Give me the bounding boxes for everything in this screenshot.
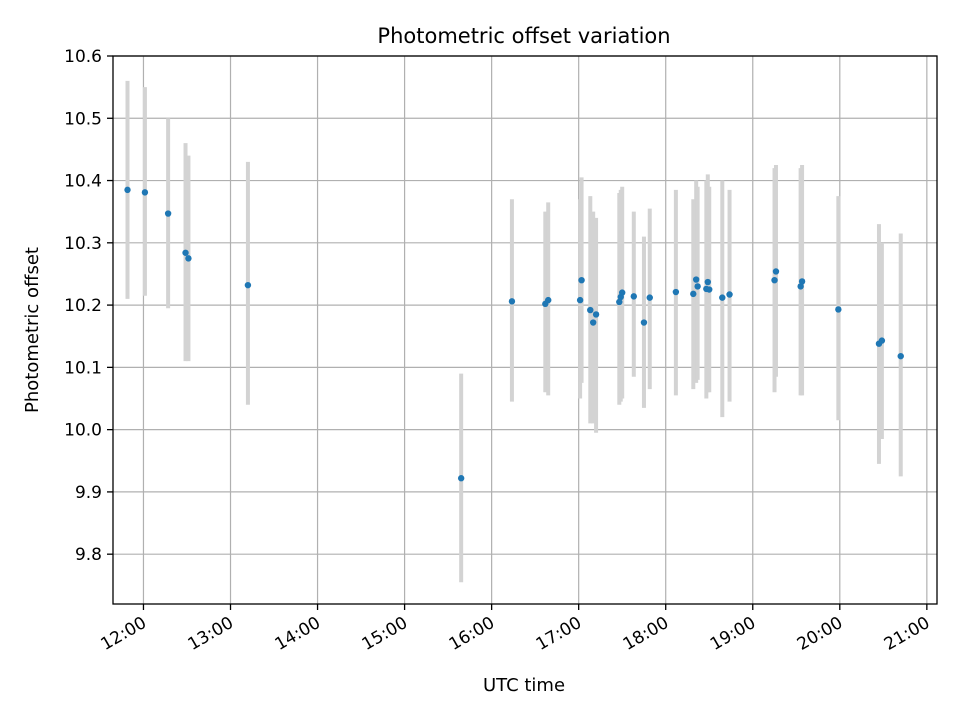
data-point [124, 186, 131, 194]
x-tick-label: 19:00 [707, 613, 759, 655]
data-point [646, 294, 653, 301]
data-point [592, 311, 600, 318]
y-tick-label: 10.1 [64, 358, 102, 378]
data-point [578, 276, 585, 284]
data-point [835, 306, 842, 313]
data-point [589, 319, 597, 326]
x-tick-label: 13:00 [185, 613, 237, 655]
x-tick-label: 17:00 [533, 613, 585, 655]
data-point [706, 286, 713, 293]
x-tick-label: 21:00 [881, 613, 933, 655]
data-point [508, 298, 516, 305]
data-point [704, 278, 711, 286]
y-axis-label: Photometric offset [22, 247, 43, 413]
error-bars [125, 80, 903, 583]
data-point [692, 276, 700, 283]
data-point [672, 288, 680, 296]
grid-lines [113, 55, 937, 604]
data-point [771, 276, 778, 284]
x-tick-label: 18:00 [620, 613, 672, 655]
y-axis-ticks: 9.8 9.9 10.0 10.1 10.2 10.3 10.4 10.5 10.6 [64, 47, 113, 565]
data-point [630, 293, 638, 300]
data-point [576, 296, 584, 304]
data-point [878, 337, 886, 344]
x-tick-label: 20:00 [794, 613, 846, 655]
plot-frame [112, 55, 938, 605]
data-points [124, 186, 904, 482]
data-point [640, 319, 648, 326]
data-point [457, 475, 465, 482]
data-point [182, 249, 189, 256]
data-point [772, 268, 780, 275]
x-tick-label: 12:00 [98, 613, 150, 655]
data-point [587, 306, 594, 314]
data-point [719, 294, 726, 301]
y-tick-label: 10.4 [64, 172, 102, 192]
y-tick-label: 9.9 [75, 483, 102, 503]
y-tick-label: 10.6 [64, 47, 102, 67]
x-axis-ticks: 12:00 13:00 14:00 15:00 16:00 17:00 18:00 19:00… [98, 604, 933, 655]
x-tick-label: 14:00 [272, 613, 324, 655]
data-point [164, 210, 172, 217]
x-axis-label: UTC time [483, 675, 565, 696]
y-tick-label: 10.2 [64, 296, 102, 316]
data-point [244, 281, 252, 289]
data-point [726, 291, 733, 298]
x-tick-label: 15:00 [359, 613, 411, 655]
data-point [694, 283, 701, 290]
y-tick-label: 10.3 [64, 234, 102, 254]
x-tick-label: 16:00 [446, 613, 498, 655]
data-point [616, 298, 623, 306]
data-point [141, 189, 149, 196]
chart-title: Photometric offset variation [377, 24, 670, 48]
data-point [897, 352, 904, 360]
data-point [797, 283, 804, 290]
y-tick-label: 10.0 [64, 421, 102, 441]
data-point [545, 296, 552, 304]
data-point [798, 278, 806, 285]
y-tick-label: 10.5 [64, 109, 102, 129]
data-point [690, 290, 697, 298]
data-point [185, 255, 192, 262]
data-point [618, 289, 626, 296]
y-tick-label: 9.8 [75, 545, 102, 565]
